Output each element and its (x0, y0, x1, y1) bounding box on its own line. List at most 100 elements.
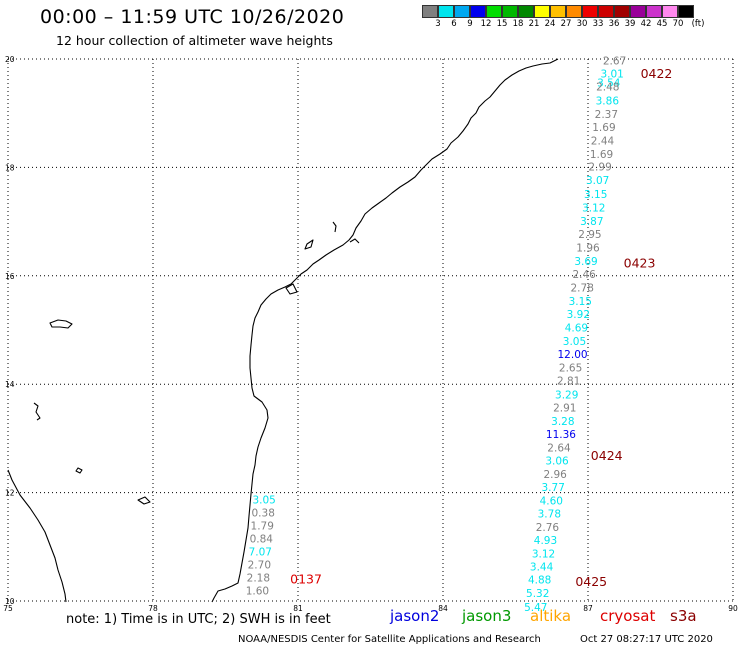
wave-height-value: 2.46 (572, 269, 596, 281)
wave-height-value: 3.77 (542, 482, 565, 494)
island-icon (285, 283, 298, 295)
wave-height-value: 1.96 (576, 242, 600, 254)
legend-swatch (438, 5, 454, 18)
legend-swatch (454, 5, 470, 18)
legend-swatch (422, 5, 438, 18)
legend-tick-label: 6 (451, 19, 457, 29)
legend-swatch (630, 5, 646, 18)
legend-tick-label: 21 (528, 19, 540, 29)
generated-timestamp: Oct 27 08:27:17 UTC 2020 (580, 634, 713, 645)
wave-height-value: 2.18 (247, 572, 270, 584)
wave-height-value: 2.99 (588, 162, 611, 174)
island-icon (33, 402, 41, 421)
wave-height-value: 3.92 (567, 309, 590, 321)
lon-tick-label: 78 (148, 604, 158, 613)
track-time-label: 0425 (575, 574, 607, 589)
wave-height-value: 2.70 (248, 559, 271, 571)
track-cryosat-0422: 2.673.013.542.483.862.371.692.441.692.99… (588, 55, 672, 173)
wave-height-value: 11.36 (546, 429, 576, 441)
track-cryosat-0425: 3.782.764.93 3.123.444.885.32 5.47 0425 (524, 509, 607, 614)
axis-labels: 75 78 81 84 87 90 10 12 14 16 18 20 (3, 55, 738, 613)
map-subtitle: 12 hour collection of altimeter wave hei… (56, 33, 333, 48)
lon-tick-label: 75 (3, 604, 13, 613)
wave-height-value: 1.79 (251, 520, 274, 532)
wave-height-value: 4.93 (534, 535, 557, 547)
wave-height-value: 2.76 (536, 522, 560, 534)
wave-height-value: 2.91 (553, 402, 576, 414)
satellite-label-s3a: s3a (670, 607, 697, 625)
map-title: 00:00 – 11:59 UTC 10/26/2020 (40, 6, 345, 28)
wave-height-value: 7.07 (249, 546, 272, 558)
footer-note: note: 1) Time is in UTC; 2) SWH is in fe… (66, 612, 331, 627)
island-icon (49, 319, 73, 329)
color-legend: 3 6 9 12 15 18 21 24 27 30 33 36 39 42 45 70 (ft) (422, 5, 740, 32)
map-grid (7, 58, 734, 602)
legend-tick-label: 70 (672, 19, 684, 29)
track-s3a-0137: 3.050.381.790.847.072.702.181.60 0137 (246, 494, 322, 597)
wave-height-value: 3.54 (597, 78, 621, 90)
track-time-label: 0422 (641, 66, 673, 81)
legend-swatch (550, 5, 566, 18)
legend-swatch (502, 5, 518, 18)
legend-swatch (598, 5, 614, 18)
legend-tick-label: 18 (512, 19, 524, 29)
satellite-label-cryosat: cryosat (600, 607, 656, 625)
wave-height-value: 3.69 (574, 256, 597, 268)
wave-height-value: 1.60 (246, 585, 269, 597)
legend-tick-label: 33 (592, 19, 604, 29)
island-icon (137, 496, 151, 505)
wave-height-value: 2.67 (603, 55, 626, 67)
legend-tick-label: 9 (467, 19, 473, 29)
legend-tick-label: 45 (656, 19, 668, 29)
lon-tick-label: 81 (293, 604, 303, 613)
legend-unit: (ft) (691, 19, 705, 29)
wave-height-value: 3.05 (563, 336, 586, 348)
lat-tick-label: 10 (5, 597, 15, 606)
legend-swatch (518, 5, 534, 18)
legend-swatch (582, 5, 598, 18)
legend-swatch (470, 5, 486, 18)
wave-height-value: 3.07 (586, 175, 609, 187)
legend-ticks: 3 6 9 12 15 18 21 24 27 30 33 36 39 42 45 70 (ft) (422, 18, 740, 32)
wave-height-value: 3.15 (584, 189, 607, 201)
legend-swatch (534, 5, 550, 18)
island-icon (304, 239, 314, 250)
legend-swatches (422, 5, 740, 18)
india-east-coastline (211, 58, 559, 603)
wave-height-value: 5.32 (526, 588, 549, 600)
satellite-label-altika: altika (530, 607, 572, 625)
wave-height-value: 4.69 (565, 323, 588, 335)
track-cryosat-0423: 3.073.153.123.872.951.963.692.462.783.15… (555, 175, 655, 401)
wave-height-value: 0.84 (250, 533, 274, 545)
wave-height-value: 2.64 (547, 442, 571, 454)
track-time-label: 0423 (624, 256, 656, 271)
coastline (7, 58, 559, 603)
legend-tick-label: 36 (608, 19, 620, 29)
track-time-label: 0137 (290, 572, 322, 587)
island-icon (349, 238, 360, 244)
wave-height-value: 4.88 (528, 575, 551, 587)
wave-height-value: 3.05 (252, 494, 275, 506)
legend-tick-label: 15 (496, 19, 508, 29)
lon-tick-label: 90 (728, 604, 738, 613)
lon-tick-label: 87 (583, 604, 593, 613)
legend-swatch (662, 5, 678, 18)
lon-tick-label: 84 (438, 604, 448, 613)
altimeter-tracks: 2.673.013.542.483.862.371.692.441.692.99… (246, 55, 673, 613)
wave-height-value: 2.78 (571, 283, 594, 295)
legend-tick-label: 3 (435, 19, 441, 29)
legend-tick-label: 24 (544, 19, 556, 29)
legend-tick-label: 27 (560, 19, 572, 29)
wave-height-value: 3.01 (600, 68, 623, 80)
wave-height-value: 3.44 (530, 562, 554, 574)
track-time-label: 0424 (591, 448, 623, 463)
wave-height-value: 2.96 (543, 469, 567, 481)
wave-height-value: 3.86 (596, 96, 620, 108)
lat-tick-label: 20 (5, 55, 15, 64)
wave-height-value: 3.78 (538, 509, 561, 521)
wave-height-value: 2.81 (557, 376, 580, 388)
legend-swatch (646, 5, 662, 18)
legend-tick-label: 39 (624, 19, 636, 29)
island-icon (75, 467, 83, 474)
